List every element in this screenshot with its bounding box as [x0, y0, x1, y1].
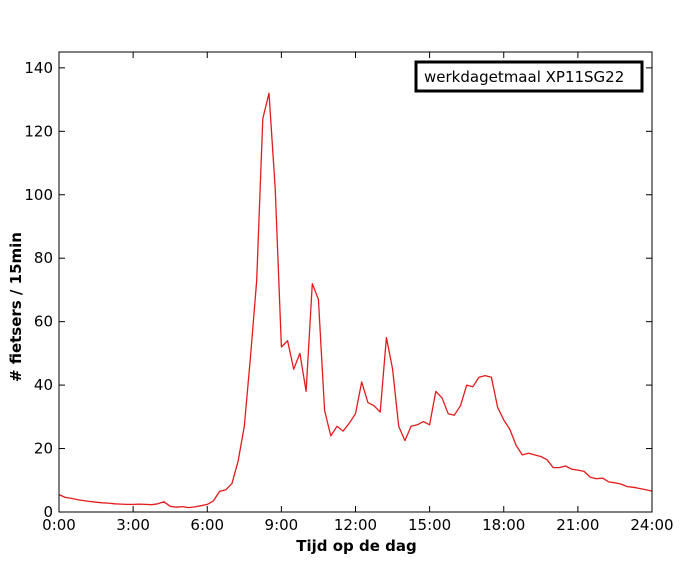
series-layer — [58, 92, 653, 509]
x-tick-label: 12:00 — [334, 516, 377, 534]
y-axis-ticks: 0 20 40 60 80 100 120 140 — [24, 59, 652, 521]
y-tick-label: 80 — [34, 249, 53, 267]
x-tick-label: 3:00 — [116, 516, 150, 534]
y-tick-label: 100 — [24, 186, 53, 204]
y-tick-label: 40 — [34, 376, 53, 394]
legend: werkdagetmaal XP11SG22 — [414, 60, 644, 93]
y-tick-label: 0 — [43, 503, 53, 521]
x-tick-label: 21:00 — [556, 516, 599, 534]
x-tick-label: 9:00 — [265, 516, 299, 534]
x-tick-label: 24:00 — [630, 516, 673, 534]
x-axis-title: Tijd op de dag — [296, 537, 416, 555]
y-tick-label: 140 — [24, 59, 53, 77]
x-tick-label: 15:00 — [408, 516, 451, 534]
y-tick-label: 120 — [24, 122, 53, 140]
x-tick-label: 6:00 — [190, 516, 224, 534]
series-line — [58, 92, 653, 509]
y-axis-title: # fietsers / 15min — [7, 232, 25, 382]
x-tick-label: 0:00 — [42, 516, 76, 534]
x-axis-ticks: 0:00 3:00 6:00 9:00 12:00 15:00 18:00 21:00 24:0… — [42, 52, 674, 534]
legend-series-label: werkdagetmaal XP11SG22 — [424, 68, 624, 86]
y-tick-label: 20 — [34, 440, 53, 458]
legend-box — [414, 60, 644, 93]
plot-frame — [58, 51, 653, 513]
y-tick-label: 60 — [34, 313, 53, 331]
x-tick-label: 18:00 — [482, 516, 525, 534]
